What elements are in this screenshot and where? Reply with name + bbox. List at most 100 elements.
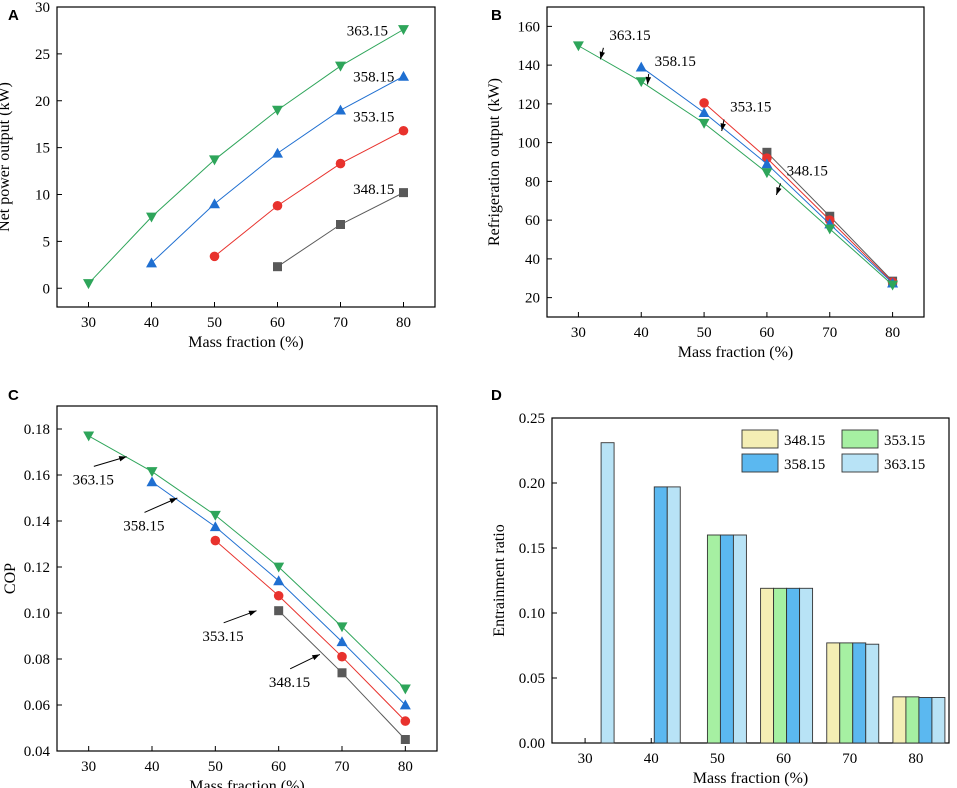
- data-point: [400, 735, 410, 744]
- y-tick-label: 0.18: [24, 422, 50, 438]
- y-tick-label: 20: [525, 291, 540, 307]
- bar: [931, 697, 946, 744]
- chart-panel-c: C 0.04 0.06 0.08 0.10 0.12 0.14 0.16 0.18 30 40 50 6…: [2, 387, 438, 788]
- plot-frame: [546, 6, 925, 318]
- x-axis-title: Mass fraction (%): [678, 344, 794, 361]
- data-point: [273, 562, 285, 573]
- annotation-arrowhead: [118, 456, 127, 462]
- series-363-15: [600, 442, 946, 744]
- series-358-15: [146, 476, 411, 710]
- annotation-arrowhead: [776, 186, 782, 195]
- data-point: [146, 257, 157, 268]
- annotation-arrowhead: [720, 123, 726, 131]
- data-point: [335, 61, 346, 72]
- y-tick-label: 30: [35, 0, 50, 16]
- series-353-15: [210, 535, 411, 726]
- plot-frame: [56, 405, 438, 752]
- annotation-label: 348.15: [269, 675, 310, 691]
- panel-letter: A: [8, 7, 19, 24]
- y-tick-label: 25: [35, 47, 50, 63]
- annotation-label: 353.15: [353, 110, 394, 126]
- x-tick-label: 30: [81, 759, 96, 775]
- bar: [600, 442, 615, 744]
- y-tick-label: 160: [518, 19, 541, 35]
- bar: [826, 642, 841, 744]
- legend-swatch: [741, 429, 779, 449]
- x-tick-label: 30: [81, 315, 96, 331]
- bar: [786, 587, 801, 744]
- legend-label: 363.15: [884, 457, 925, 473]
- data-point: [272, 147, 283, 158]
- y-tick-label: 80: [525, 174, 540, 190]
- bar: [799, 587, 814, 744]
- series-353-15: [699, 98, 898, 287]
- y-tick-label: 0.10: [519, 606, 545, 622]
- legend-label: 358.15: [784, 457, 825, 473]
- data-point: [398, 25, 409, 35]
- series-348-15: [760, 587, 907, 744]
- series-line: [703, 102, 893, 283]
- data-point: [399, 684, 411, 695]
- data-point: [273, 262, 282, 272]
- annotation-arrowhead: [248, 610, 257, 616]
- annotation-label: 353.15: [730, 100, 771, 116]
- bar: [666, 486, 681, 744]
- y-tick-label: 0: [43, 281, 51, 297]
- data-point: [699, 98, 709, 108]
- x-axis-title: Mass fraction (%): [189, 778, 305, 788]
- data-point: [761, 168, 773, 179]
- bar: [760, 587, 775, 744]
- x-tick-label: 40: [644, 751, 659, 767]
- data-point: [335, 104, 346, 115]
- data-point: [400, 716, 411, 726]
- series-363-15: [83, 25, 409, 290]
- y-tick-label: 0.08: [24, 652, 50, 668]
- data-point: [399, 188, 408, 198]
- x-tick-label: 80: [908, 751, 923, 767]
- data-point: [209, 251, 220, 262]
- series-353-15: [209, 125, 409, 262]
- data-point: [335, 158, 346, 169]
- data-point: [272, 105, 283, 116]
- bar: [719, 534, 734, 744]
- annotation-arrowhead: [645, 76, 652, 85]
- data-point: [83, 431, 95, 442]
- series-363-15: [83, 431, 411, 695]
- data-point: [209, 521, 221, 532]
- chart-panel-a: A 0 5 10 15 20 25 30 30 40 50 60 70 80 Mass fraction (…: [0, 0, 436, 351]
- y-tick-label: 140: [518, 58, 541, 74]
- y-tick-label: 10: [35, 188, 50, 204]
- data-point: [209, 155, 220, 166]
- data-point: [272, 200, 283, 211]
- data-point: [146, 476, 158, 487]
- annotation-label: 358.15: [123, 518, 164, 534]
- series-line: [578, 45, 893, 286]
- y-tick-label: 120: [518, 97, 541, 113]
- data-point: [337, 651, 347, 662]
- y-tick-label: 0.25: [519, 411, 545, 427]
- bar: [852, 642, 867, 744]
- legend-swatch: [841, 453, 879, 473]
- data-point: [635, 77, 647, 88]
- y-axis-title: COP: [2, 563, 19, 594]
- x-tick-label: 40: [144, 315, 159, 331]
- data-point: [146, 212, 157, 223]
- data-point: [210, 535, 221, 546]
- panel-letter: D: [491, 387, 502, 404]
- legend-swatch: [841, 429, 879, 449]
- data-point: [635, 61, 647, 72]
- y-tick-label: 0.06: [24, 698, 51, 714]
- x-tick-label: 50: [710, 751, 725, 767]
- x-tick-label: 50: [207, 315, 222, 331]
- y-tick-label: 0.20: [519, 476, 545, 492]
- data-point: [336, 220, 345, 229]
- panel-letter: B: [491, 7, 502, 24]
- x-tick-label: 80: [396, 315, 411, 331]
- data-point: [399, 699, 411, 710]
- x-tick-label: 60: [759, 325, 774, 341]
- series-348-15: [273, 188, 408, 272]
- y-tick-label: 0.12: [24, 560, 50, 576]
- y-tick-label: 0.16: [24, 468, 51, 484]
- data-point: [273, 590, 284, 601]
- x-tick-label: 70: [822, 325, 837, 341]
